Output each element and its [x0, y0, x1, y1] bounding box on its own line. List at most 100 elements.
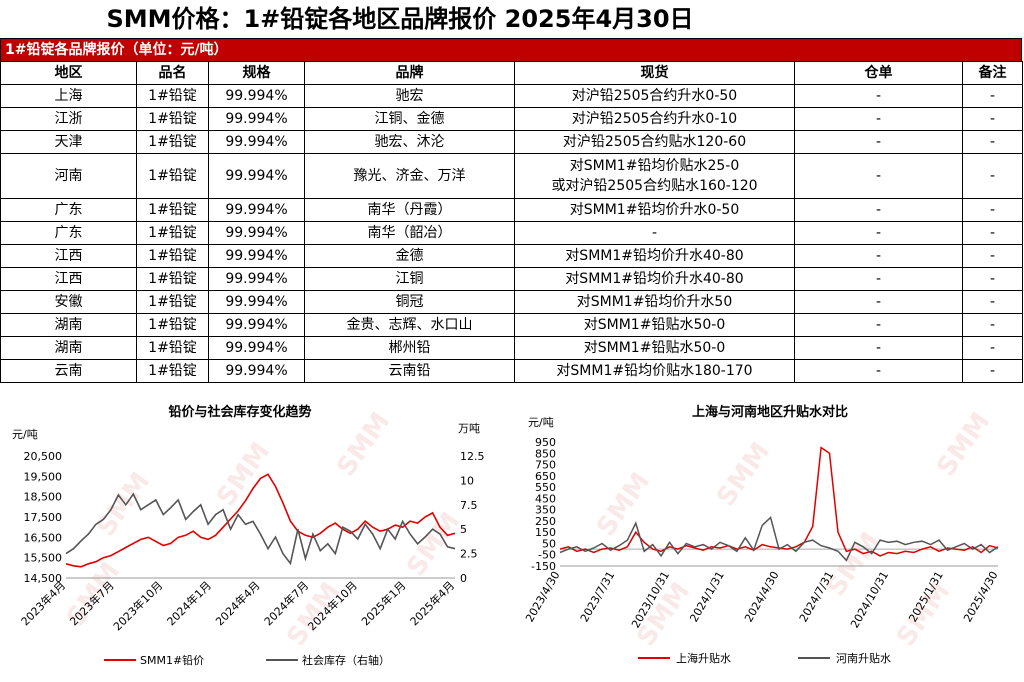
table-row: 广东 1#铅锭 99.994% 南华（丹霞） 对SMM1#铅均价升水0-50- - — [0, 198, 1023, 222]
y-tick-label: 650 — [535, 470, 556, 483]
cell-note: - — [962, 221, 1023, 245]
cell-region: 上海 — [0, 84, 137, 108]
table-header-label: 1#铅锭各品牌报价（单位：元/吨） — [0, 38, 1022, 61]
cell-spec: 99.994% — [208, 244, 305, 268]
y-tick-label: -50 — [538, 549, 556, 562]
y-tick-label: 20,500 — [24, 450, 63, 463]
cell-spot: 对沪铅2505合约升水0-50 — [514, 84, 795, 108]
x-tick-label: 2024年1月 — [164, 578, 214, 628]
cell-note: - — [962, 130, 1023, 154]
cell-warrant: - — [794, 84, 963, 108]
col-header-spec: 规格 — [208, 61, 305, 85]
y-tick-label: 15,500 — [24, 552, 63, 565]
x-tick-label: 2025年4月 — [407, 578, 457, 628]
watermark-logo: SMM — [331, 407, 396, 482]
cell-spot: 对SMM1#铅均价升水40-80 — [514, 267, 795, 291]
cell-note: - — [962, 359, 1023, 383]
cell-note: - — [962, 107, 1023, 131]
page-title: SMM价格：1#铅锭各地区品牌报价 2025年4月30日 — [106, 5, 694, 33]
x-tick-label: 2025/4/30 — [961, 569, 1000, 624]
cell-product: 1#铅锭 — [136, 130, 209, 154]
y-tick-label: 150 — [535, 526, 556, 539]
cell-spec: 99.994% — [208, 130, 305, 154]
cell-region: 湖南 — [0, 313, 137, 337]
y-tick-label: 50 — [542, 537, 556, 550]
x-tick-label: 2024年4月 — [212, 578, 262, 628]
watermark-logo: SMM — [281, 577, 346, 652]
legend-label: 河南升贴水 — [836, 651, 891, 665]
cell-spot: 对SMM1#铅贴水50-0 — [514, 313, 795, 337]
y2-axis-label: 万吨 — [458, 422, 480, 435]
cell-note: - — [962, 267, 1023, 291]
cell-brand: 江铜、金德 — [304, 107, 515, 131]
cell-brand: 金德 — [304, 244, 515, 268]
cell-product: 1#铅锭 — [136, 290, 209, 314]
cell-warrant: - — [794, 198, 963, 222]
y-tick-label: 17,500 — [24, 511, 63, 524]
watermark-logo: SMM — [711, 437, 776, 512]
col-header-brand: 品牌 — [304, 61, 515, 85]
y-tick-label: 950 — [535, 436, 556, 449]
cell-brand: 南华（韶冶） — [304, 221, 515, 245]
cell-spot: 对SMM1#铅贴水50-0 — [514, 336, 795, 360]
cell-note: - — [962, 290, 1023, 314]
chart-title: 铅价与社会库存变化趋势 — [168, 404, 311, 420]
cell-spot: 对沪铅2505合约贴水120-60 — [514, 130, 795, 154]
y2-tick-label: 0 — [460, 572, 467, 585]
cell-warrant: - — [794, 336, 963, 360]
y-tick-label: 250 — [535, 515, 556, 528]
price-table-container: 1#铅锭各品牌报价（单位：元/吨） 地区 品名 规格 品牌 现货 仓单 备注 上… — [0, 38, 1023, 383]
legend-label: 上海升贴水 — [676, 651, 731, 665]
y-tick-label: 550 — [535, 481, 556, 494]
cell-region: 江浙 — [0, 107, 137, 131]
series-line — [65, 473, 456, 568]
cell-note: - — [962, 84, 1023, 108]
x-tick-label: 2023年4月 — [18, 578, 68, 628]
cell-spot: 对SMM1#铅均价升水40-80 — [514, 244, 795, 268]
cell-warrant: - — [794, 290, 963, 314]
cell-spot: - — [514, 221, 795, 245]
col-header-warrant: 仓单 — [794, 61, 963, 85]
watermark-logo: SMM — [591, 467, 656, 542]
premium-comparison-chart: SMM SMM SMM SMM SMM SMM 上海与河南地区升贴水对比 元/吨 950 850 7… — [510, 398, 1022, 678]
cell-spec: 99.994% — [208, 221, 305, 245]
y2-tick-label: 7.5 — [460, 499, 478, 512]
legend-label: SMM1#铅价 — [140, 653, 204, 667]
cell-product: 1#铅锭 — [136, 198, 209, 222]
cell-spec: 99.994% — [208, 290, 305, 314]
col-header-spot: 现货 — [514, 61, 795, 85]
col-header-note: 备注 — [962, 61, 1023, 85]
x-tick-label: 2024/4/30 — [742, 569, 781, 624]
cell-product: 1#铅锭 — [136, 267, 209, 291]
cell-brand: 铜冠 — [304, 290, 515, 314]
x-tick-label: 2023年10月 — [110, 578, 165, 633]
cell-spot-line: 对SMM1#铅均价贴水25-0 — [569, 158, 740, 174]
cell-product: 1#铅锭 — [136, 359, 209, 383]
y-tick-label: -150 — [531, 560, 556, 573]
cell-spec: 99.994% — [208, 267, 305, 291]
y2-tick-label: 5 — [460, 523, 467, 536]
x-tick-label: 2024/7/31 — [797, 569, 836, 624]
table-row: 上海 1#铅锭 99.994% 驰宏 对沪铅2505合约升水0-50- - — [0, 84, 1023, 108]
cell-warrant: - — [794, 153, 963, 199]
cell-spot-line: 或对沪铅2505合约贴水160-120 — [551, 178, 758, 194]
cell-warrant: - — [794, 244, 963, 268]
y-tick-label: 14,500 — [24, 572, 63, 585]
cell-region: 云南 — [0, 359, 137, 383]
x-tick-label: 2025年1月 — [358, 578, 408, 628]
cell-region: 广东 — [0, 221, 137, 245]
cell-product: 1#铅锭 — [136, 221, 209, 245]
x-tick-label: 2023/7/31 — [578, 569, 617, 624]
cell-spec: 99.994% — [208, 84, 305, 108]
cell-region: 广东 — [0, 198, 137, 222]
cell-brand: 江铜 — [304, 267, 515, 291]
cell-product: 1#铅锭 — [136, 107, 209, 131]
cell-region: 安徽 — [0, 290, 137, 314]
cell-warrant: - — [794, 267, 963, 291]
cell-spec: 99.994% — [208, 359, 305, 383]
cell-region: 江西 — [0, 244, 137, 268]
watermark-logo: SMM — [401, 507, 466, 582]
cell-brand: 南华（丹霞） — [304, 198, 515, 222]
y2-tick-label: 10 — [460, 474, 474, 487]
